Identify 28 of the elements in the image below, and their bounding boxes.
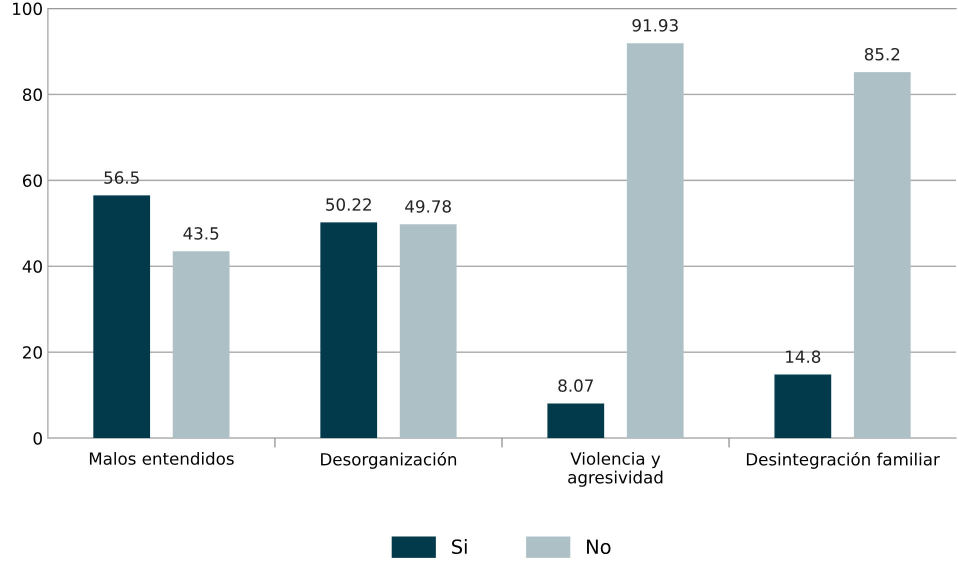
bar xyxy=(320,222,378,438)
bar xyxy=(626,43,684,438)
x-tick-label: Malos entendidos xyxy=(90,452,234,465)
x-tick-label: Desintegración familiar xyxy=(746,452,940,469)
data-label: 49.78 xyxy=(405,200,451,213)
y-tick-label: 80 xyxy=(22,88,42,102)
data-label: 56.5 xyxy=(104,171,139,184)
data-label: 50.22 xyxy=(326,198,371,211)
x-tick-label: Violencia y agresividad xyxy=(568,452,662,487)
y-tick-label: 0 xyxy=(34,432,42,445)
data-label: 14.8 xyxy=(786,350,820,363)
data-label: 85.2 xyxy=(864,48,900,61)
data-label: 43.5 xyxy=(183,227,218,240)
data-label: 8.07 xyxy=(558,379,593,392)
bar xyxy=(93,195,150,438)
legend-label: No xyxy=(587,540,611,554)
bar xyxy=(400,224,457,438)
data-label: 91.93 xyxy=(632,19,678,32)
y-tick-label: 60 xyxy=(22,174,42,187)
bar xyxy=(774,374,832,438)
bar xyxy=(854,72,911,438)
y-tick-label: 20 xyxy=(23,346,42,359)
y-tick-label: 40 xyxy=(22,260,42,273)
x-tick-label: Desorganización xyxy=(321,452,456,469)
y-tick-label: 100 xyxy=(13,2,42,16)
legend-label: Si xyxy=(452,539,467,554)
bar xyxy=(172,251,230,438)
bar xyxy=(547,403,604,438)
